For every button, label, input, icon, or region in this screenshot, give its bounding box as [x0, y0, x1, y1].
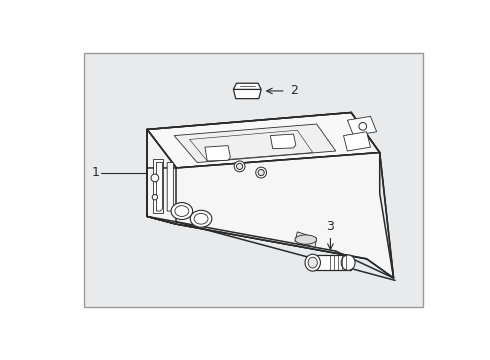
Circle shape	[256, 167, 267, 178]
Ellipse shape	[305, 254, 320, 271]
Polygon shape	[147, 130, 176, 224]
Text: 1: 1	[92, 166, 99, 179]
Polygon shape	[205, 145, 230, 161]
Ellipse shape	[171, 203, 193, 220]
Polygon shape	[233, 83, 261, 89]
Ellipse shape	[308, 257, 318, 268]
Circle shape	[152, 194, 158, 200]
Polygon shape	[233, 89, 261, 99]
Circle shape	[151, 174, 159, 182]
Circle shape	[237, 163, 243, 170]
Polygon shape	[156, 163, 163, 211]
Circle shape	[359, 122, 367, 130]
FancyBboxPatch shape	[84, 53, 423, 307]
Ellipse shape	[341, 255, 355, 270]
Polygon shape	[174, 124, 336, 163]
Ellipse shape	[190, 210, 212, 227]
Polygon shape	[147, 112, 380, 168]
Polygon shape	[343, 132, 370, 151]
Circle shape	[234, 161, 245, 172]
Ellipse shape	[295, 235, 317, 244]
Polygon shape	[147, 153, 393, 278]
Text: 2: 2	[290, 85, 297, 98]
Circle shape	[258, 170, 264, 176]
Ellipse shape	[194, 213, 208, 224]
Polygon shape	[270, 134, 296, 149]
Polygon shape	[295, 232, 317, 247]
Polygon shape	[153, 159, 163, 213]
Polygon shape	[347, 116, 377, 136]
Ellipse shape	[175, 206, 189, 216]
Text: 3: 3	[326, 220, 334, 233]
Polygon shape	[311, 255, 351, 270]
Polygon shape	[167, 163, 173, 211]
Polygon shape	[147, 216, 367, 259]
